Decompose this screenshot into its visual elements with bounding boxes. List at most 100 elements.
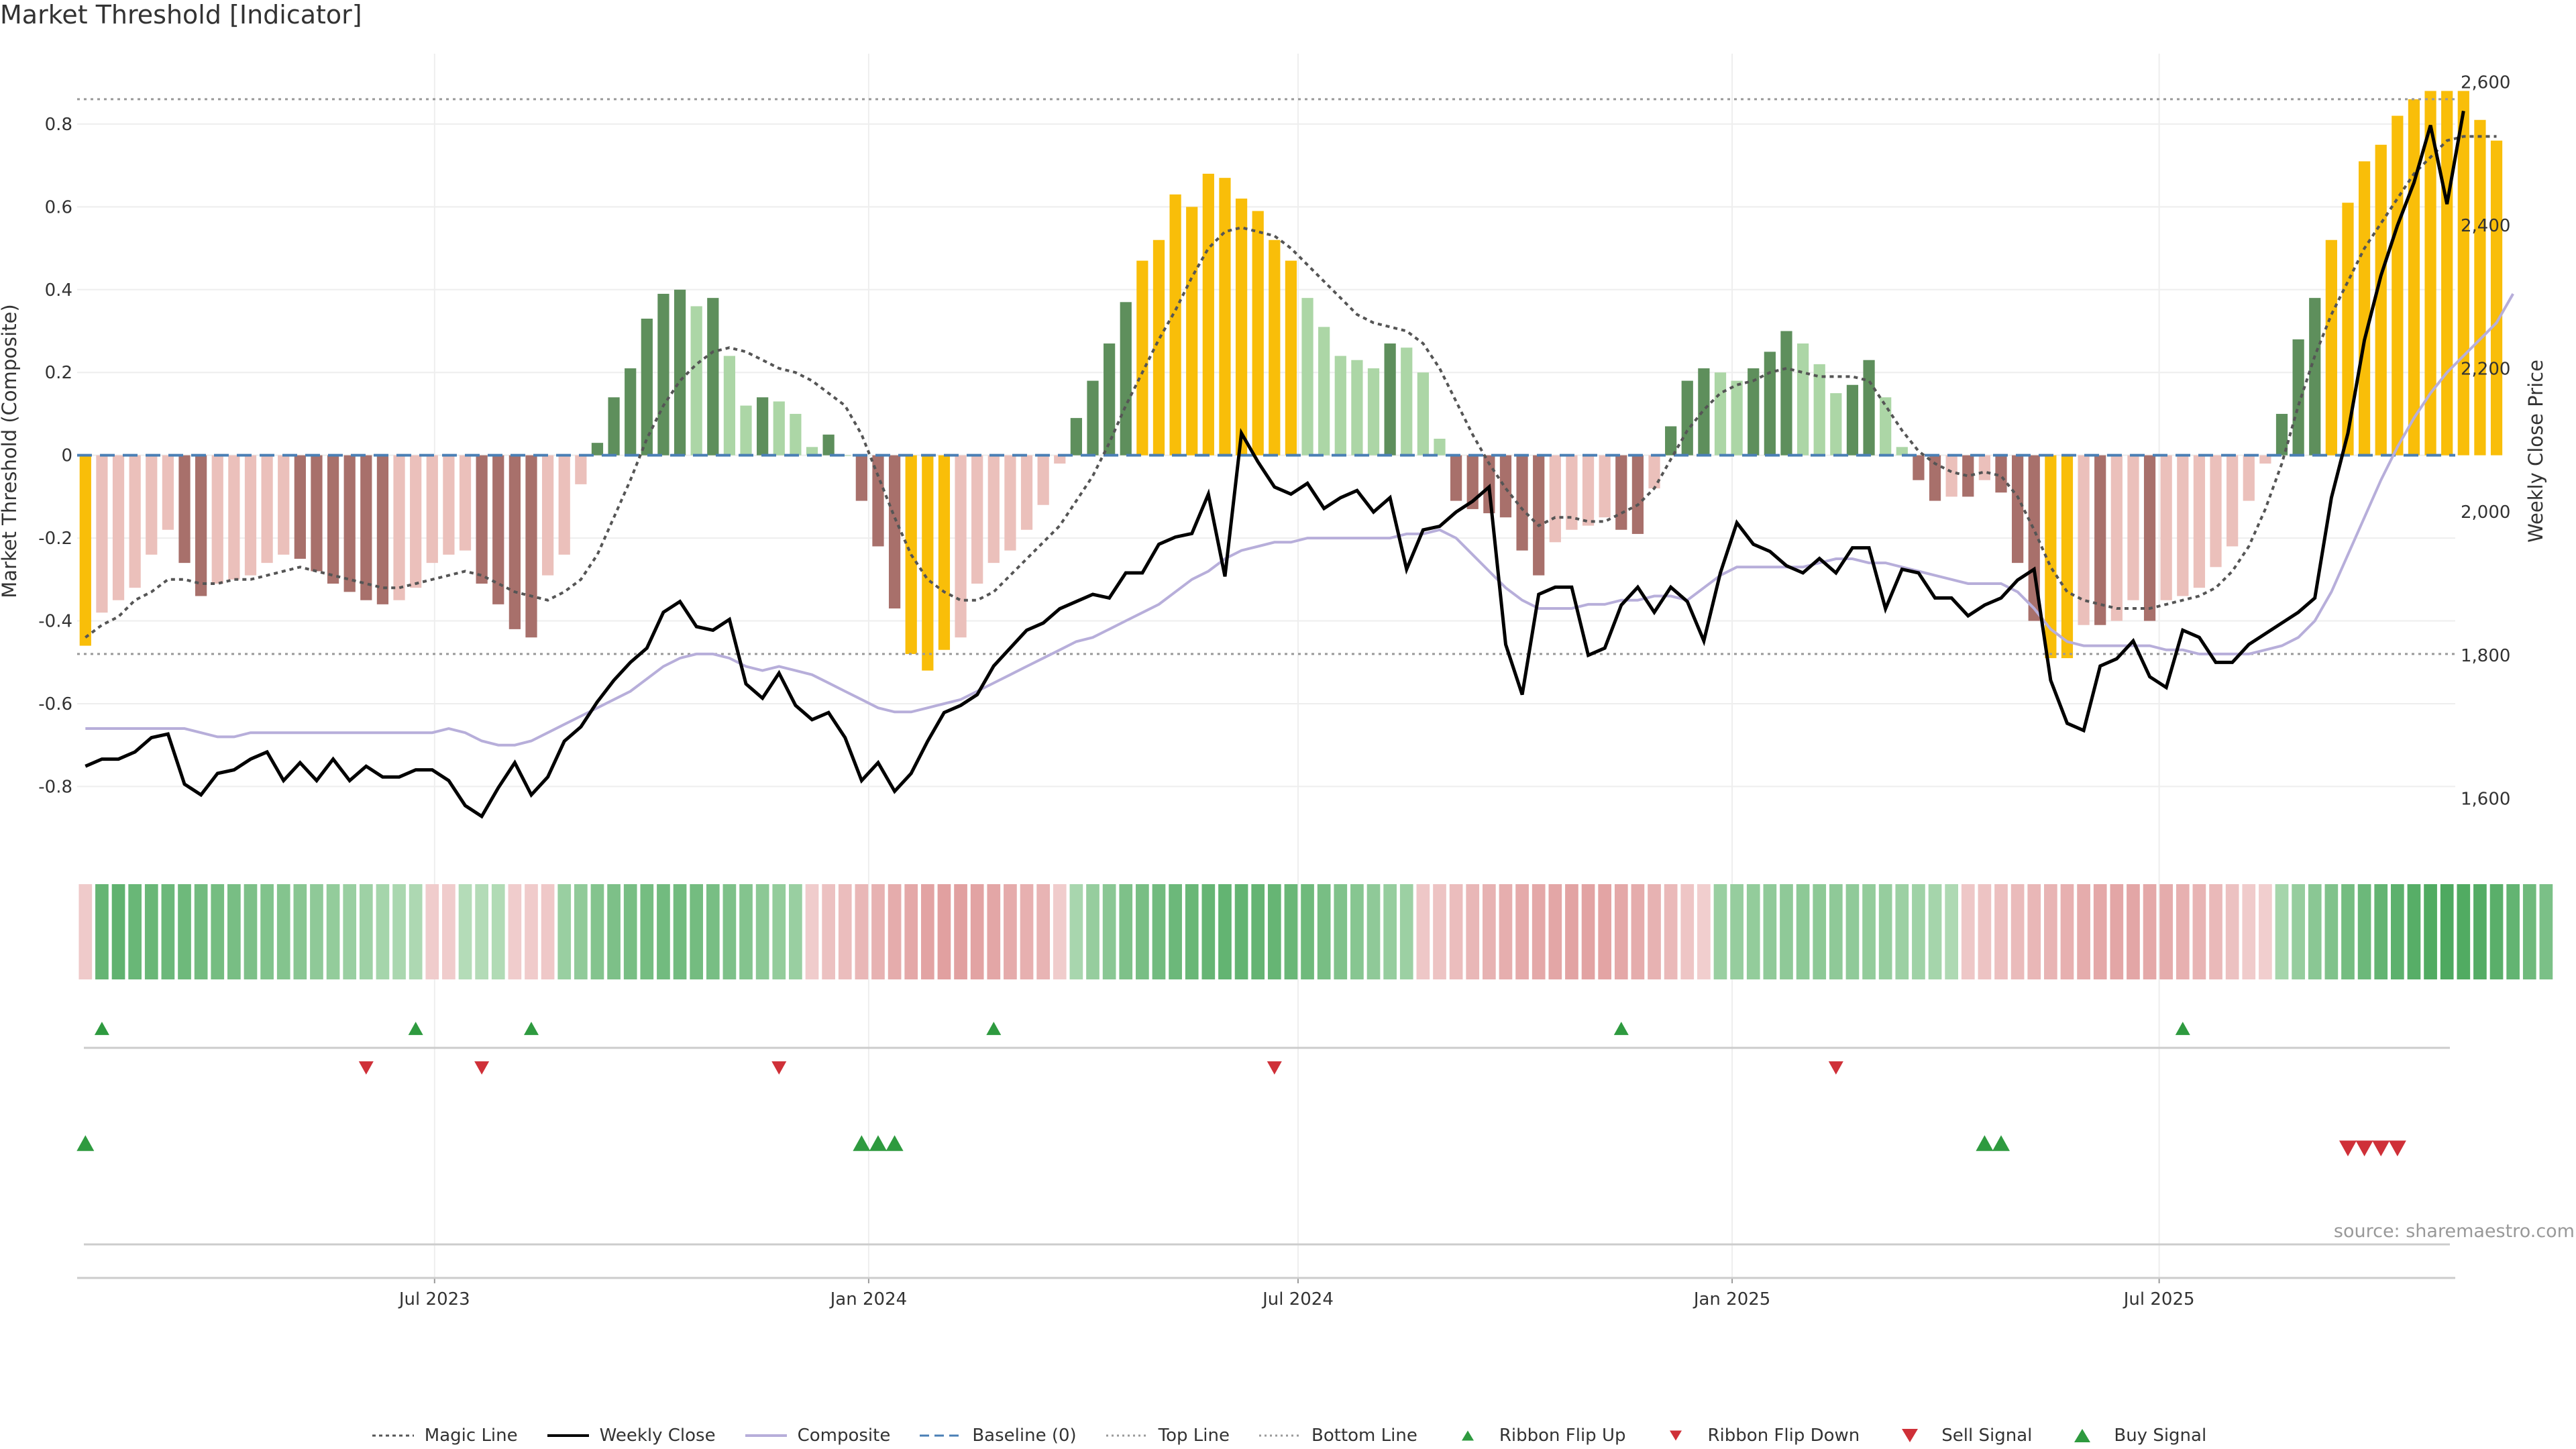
ribbon-cell <box>1020 884 1034 979</box>
left-tick-label: 0.6 <box>45 197 72 217</box>
ribbon-cell <box>1598 884 1612 979</box>
legend-label: Ribbon Flip Down <box>1707 1426 1860 1446</box>
composite-bar <box>1813 364 1825 455</box>
composite-bar <box>1945 455 1957 497</box>
ribbon-cell <box>508 884 522 979</box>
legend-label: Baseline (0) <box>972 1426 1077 1446</box>
composite-bar <box>1169 194 1181 455</box>
legend-item: Ribbon Flip Down <box>1652 1426 1860 1446</box>
ribbon-cell <box>1218 884 1232 979</box>
composite-bar <box>278 455 290 555</box>
composite-bar <box>492 455 504 604</box>
legend-item: Composite <box>743 1426 890 1446</box>
ribbon-cell <box>904 884 918 979</box>
ribbon-cell <box>244 884 258 979</box>
composite-bar <box>1070 418 1083 455</box>
ribbon-cell <box>822 884 835 979</box>
composite-bar <box>2392 115 2404 455</box>
ribbon-cell <box>1961 884 1975 979</box>
ribbon-cell <box>2044 884 2057 979</box>
legend-item: Sell Signal <box>1886 1426 2032 1446</box>
ribbon-cell <box>425 884 439 979</box>
ribbon-cell <box>557 884 572 979</box>
ribbon-cell <box>2275 884 2289 979</box>
composite-bar <box>790 413 802 455</box>
composite-bar <box>1202 173 1214 455</box>
composite-bar <box>2490 140 2503 455</box>
ribbon-cell <box>1697 884 1711 979</box>
ribbon-cell <box>2225 884 2239 979</box>
composite-bar <box>1252 211 1264 455</box>
threshold-line-icon <box>1259 1434 1301 1437</box>
composite-bar <box>1450 455 1462 501</box>
ribbon-cell <box>194 884 208 979</box>
left-tick-label: -0.2 <box>38 529 72 549</box>
ribbon-cell <box>1796 884 1810 979</box>
composite-bar <box>608 397 620 455</box>
composite-line-icon <box>745 1434 787 1437</box>
composite-bar <box>591 443 604 455</box>
ribbon-cell <box>1614 884 1628 979</box>
ribbon-cell <box>1350 884 1364 979</box>
composite-bar <box>1533 455 1545 576</box>
composite-bar <box>2045 455 2057 659</box>
ribbon-flip-up-marker <box>94 1022 109 1035</box>
right-tick-label: 1,800 <box>2461 646 2510 666</box>
ribbon-cell <box>211 884 225 979</box>
ribbon-cell <box>1631 884 1645 979</box>
ribbon-cell <box>640 884 654 979</box>
source-note: source: sharemaestro.com <box>2333 1221 2575 1242</box>
ribbon-cell <box>78 884 93 979</box>
composite-bar <box>294 455 306 559</box>
composite-bar <box>2325 239 2337 455</box>
ribbon-cell <box>2308 884 2322 979</box>
sell-signal-marker <box>2372 1140 2390 1157</box>
composite-bar <box>2143 455 2156 621</box>
x-tick-label: Jul 2024 <box>1261 1289 1334 1309</box>
x-tick-label: Jan 2024 <box>829 1289 908 1309</box>
left-tick-label: -0.8 <box>38 777 72 797</box>
ribbon-cell <box>838 884 852 979</box>
ribbon-cell <box>2010 884 2025 979</box>
legend: Magic Line Weekly Close Composite Baseline … <box>0 1422 2576 1449</box>
composite-bar <box>343 455 356 592</box>
ribbon-cell <box>2110 884 2124 979</box>
ribbon-flip-down-marker <box>1828 1061 1843 1075</box>
composite-bar <box>1962 455 1974 497</box>
composite-bar <box>1665 426 1677 455</box>
ribbon-cell <box>1234 884 1248 979</box>
composite-bar <box>261 455 273 564</box>
buy-signal-marker <box>76 1135 95 1151</box>
legend-label: Magic Line <box>424 1426 518 1446</box>
composite-bar <box>1104 343 1116 455</box>
composite-bar <box>2177 455 2189 596</box>
composite-bar <box>1549 455 1561 543</box>
ribbon-cell <box>2143 884 2157 979</box>
triangle-up-icon <box>1461 1430 1474 1441</box>
composite-bar <box>2342 203 2354 455</box>
ribbon-cell <box>95 884 109 979</box>
composite-bar <box>1516 455 1528 551</box>
buy-signal-marker <box>1976 1135 1994 1151</box>
ribbon-strip <box>78 884 2553 979</box>
composite-bar <box>1499 455 1512 518</box>
solid-line-icon <box>547 1434 589 1437</box>
left-tick-label: 0.2 <box>45 363 72 383</box>
composite-bar <box>1698 368 1710 455</box>
ribbon-cell <box>1499 884 1513 979</box>
ribbon-cell <box>1449 884 1463 979</box>
composite-bar <box>641 319 653 455</box>
ribbon-flip-up-marker <box>986 1022 1002 1035</box>
composite-bar <box>1136 260 1148 455</box>
legend-item: Top Line <box>1104 1426 1230 1446</box>
ribbon-cell <box>491 884 505 979</box>
ribbon-cell <box>1813 884 1827 979</box>
ribbon-cell <box>1399 884 1413 979</box>
composite-bar <box>459 455 472 551</box>
ribbon-flip-up-marker <box>408 1022 423 1035</box>
dotted-line-icon <box>372 1434 414 1437</box>
ribbon-cell <box>1895 884 1909 979</box>
legend-item: Weekly Close <box>545 1426 716 1446</box>
ribbon-cell <box>2242 884 2256 979</box>
ribbon-cell <box>1648 884 1661 979</box>
